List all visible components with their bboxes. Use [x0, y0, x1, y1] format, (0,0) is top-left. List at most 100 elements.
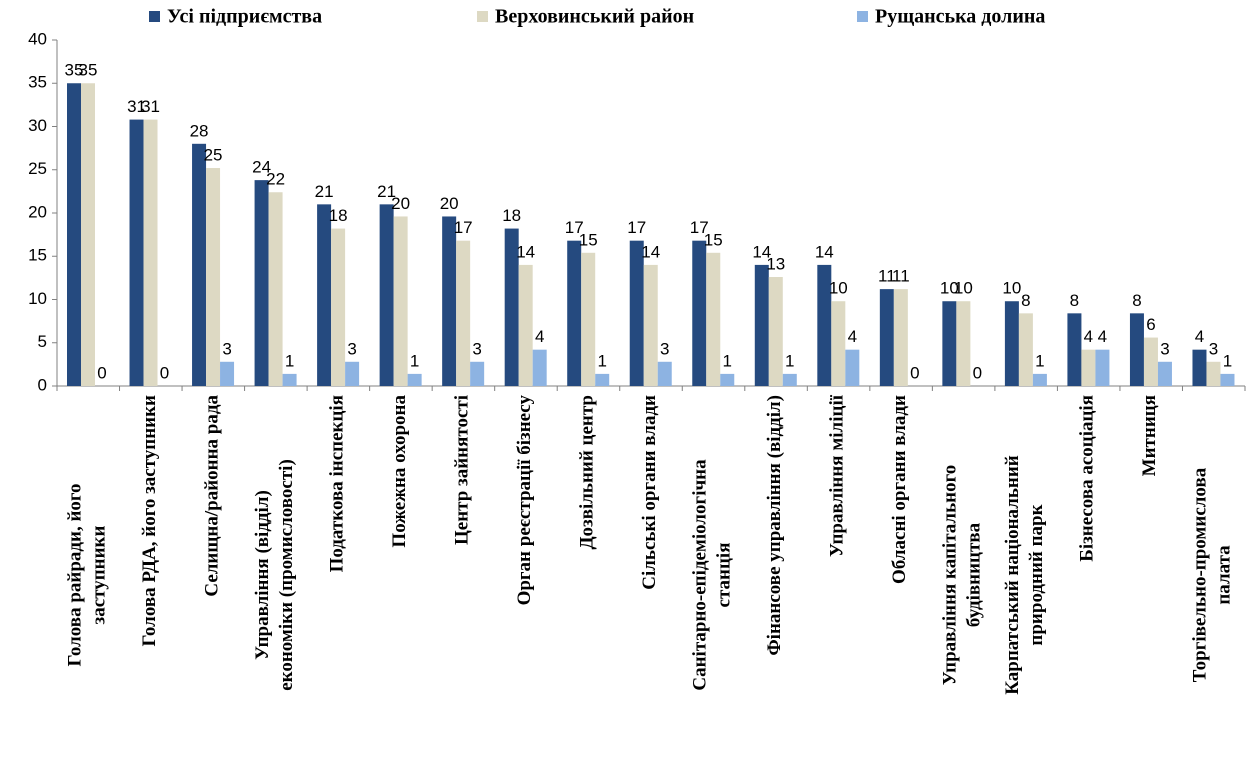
x-tick-label: Селищна/районна рада [202, 395, 223, 597]
value-label: 10 [1002, 279, 1021, 298]
y-tick-label: 0 [38, 375, 47, 394]
bar [879, 289, 894, 386]
x-tick-label: Пожежна охорона [389, 395, 410, 548]
value-label: 4 [1195, 327, 1204, 346]
bar [282, 373, 297, 386]
y-tick-label: 15 [28, 246, 47, 265]
value-label: 0 [910, 363, 919, 382]
bar [1004, 301, 1019, 386]
bar [129, 119, 144, 386]
value-label: 0 [973, 363, 982, 382]
legend-label: Верховинський район [495, 6, 694, 28]
value-label: 17 [454, 218, 473, 237]
bar [782, 373, 797, 386]
value-label: 1 [723, 351, 732, 370]
x-tick-label: Торгівельно-промислова палата [1190, 467, 1235, 682]
bar [407, 373, 422, 386]
y-tick-label: 40 [28, 29, 47, 48]
x-tick-label: Санітарно-епідеміологічна станція [690, 459, 735, 691]
value-label: 3 [1160, 339, 1169, 358]
bar [518, 264, 533, 386]
bar [81, 83, 95, 386]
value-label: 35 [79, 61, 98, 80]
bar [768, 277, 783, 386]
value-label: 10 [954, 279, 973, 298]
value-label: 8 [1021, 291, 1030, 310]
bar [67, 83, 81, 386]
bar [393, 216, 408, 386]
value-label: 8 [1132, 291, 1141, 310]
value-label: 1 [410, 351, 419, 370]
y-tick-label: 5 [38, 332, 47, 351]
value-label: 31 [141, 97, 160, 116]
legend-label: Усі підприємства [167, 6, 322, 28]
bar [567, 240, 582, 386]
x-tick-label: Обласні органи влади [889, 395, 910, 584]
x-tick-label: Сільські органи влади [639, 395, 660, 590]
value-label: 24 [252, 158, 271, 177]
value-label: 3 [660, 339, 669, 358]
bar [706, 252, 721, 386]
y-tick-label: 10 [28, 289, 47, 308]
x-tick-label: Управління капітального будівництва [940, 465, 985, 685]
value-label: 8 [1070, 291, 1079, 310]
y-tick-label: 35 [28, 73, 47, 92]
value-label: 15 [704, 230, 723, 249]
value-label: 3 [222, 339, 231, 358]
value-label: 1 [785, 351, 794, 370]
bar [817, 264, 832, 386]
value-label: 35 [65, 61, 84, 80]
value-label: 4 [1084, 327, 1093, 346]
value-label: 3 [1209, 339, 1218, 358]
x-tick-label: Управління (відділ) економіки (промислово… [252, 459, 297, 691]
x-tick-label: Фінансове управління (відділ) [764, 395, 785, 656]
value-label: 1 [597, 351, 606, 370]
bar [220, 361, 235, 386]
bar [657, 361, 672, 386]
value-label: 14 [815, 242, 834, 261]
bar [456, 240, 471, 386]
x-tick-label: Центр зайнятості [452, 395, 473, 545]
value-label: 0 [160, 363, 169, 382]
value-label: 4 [848, 327, 857, 346]
bar [1143, 337, 1158, 386]
bar [254, 180, 269, 386]
value-label: 18 [502, 206, 521, 225]
value-label: 13 [766, 254, 785, 273]
bar [692, 240, 707, 386]
value-label: 3 [347, 339, 356, 358]
bar [532, 349, 547, 386]
bar [317, 204, 332, 386]
bar [143, 119, 158, 386]
bar [1220, 373, 1235, 386]
value-label: 20 [391, 194, 410, 213]
value-label: 0 [97, 363, 106, 382]
x-tick-label: Управління міліції [827, 394, 848, 557]
y-tick-label: 30 [28, 116, 47, 135]
bar [1192, 349, 1207, 386]
value-label: 11 [892, 267, 910, 286]
x-tick-label: Орган реєстрації бізнесу [514, 395, 535, 606]
bar [720, 373, 735, 386]
value-label: 14 [516, 242, 535, 261]
bar [504, 228, 519, 386]
y-tick-label: 25 [28, 159, 47, 178]
bar [1081, 349, 1096, 386]
value-label: 10 [829, 279, 848, 298]
bar [1018, 313, 1033, 386]
bar [942, 301, 957, 386]
x-tick-label: Податкова інспекція [327, 395, 348, 572]
x-tick-label: Карпатський національний природний парк [1003, 455, 1048, 695]
value-label: 25 [204, 146, 223, 165]
bar [345, 361, 360, 386]
value-label: 20 [440, 194, 459, 213]
bar [845, 349, 860, 386]
bar [893, 289, 908, 386]
x-tick-label: Бізнесова асоціація [1077, 395, 1098, 562]
value-label: 4 [535, 327, 544, 346]
value-label: 21 [377, 182, 396, 201]
legend-label: Рущанська долина [875, 6, 1045, 28]
bar [268, 192, 283, 386]
bar [1157, 361, 1172, 386]
